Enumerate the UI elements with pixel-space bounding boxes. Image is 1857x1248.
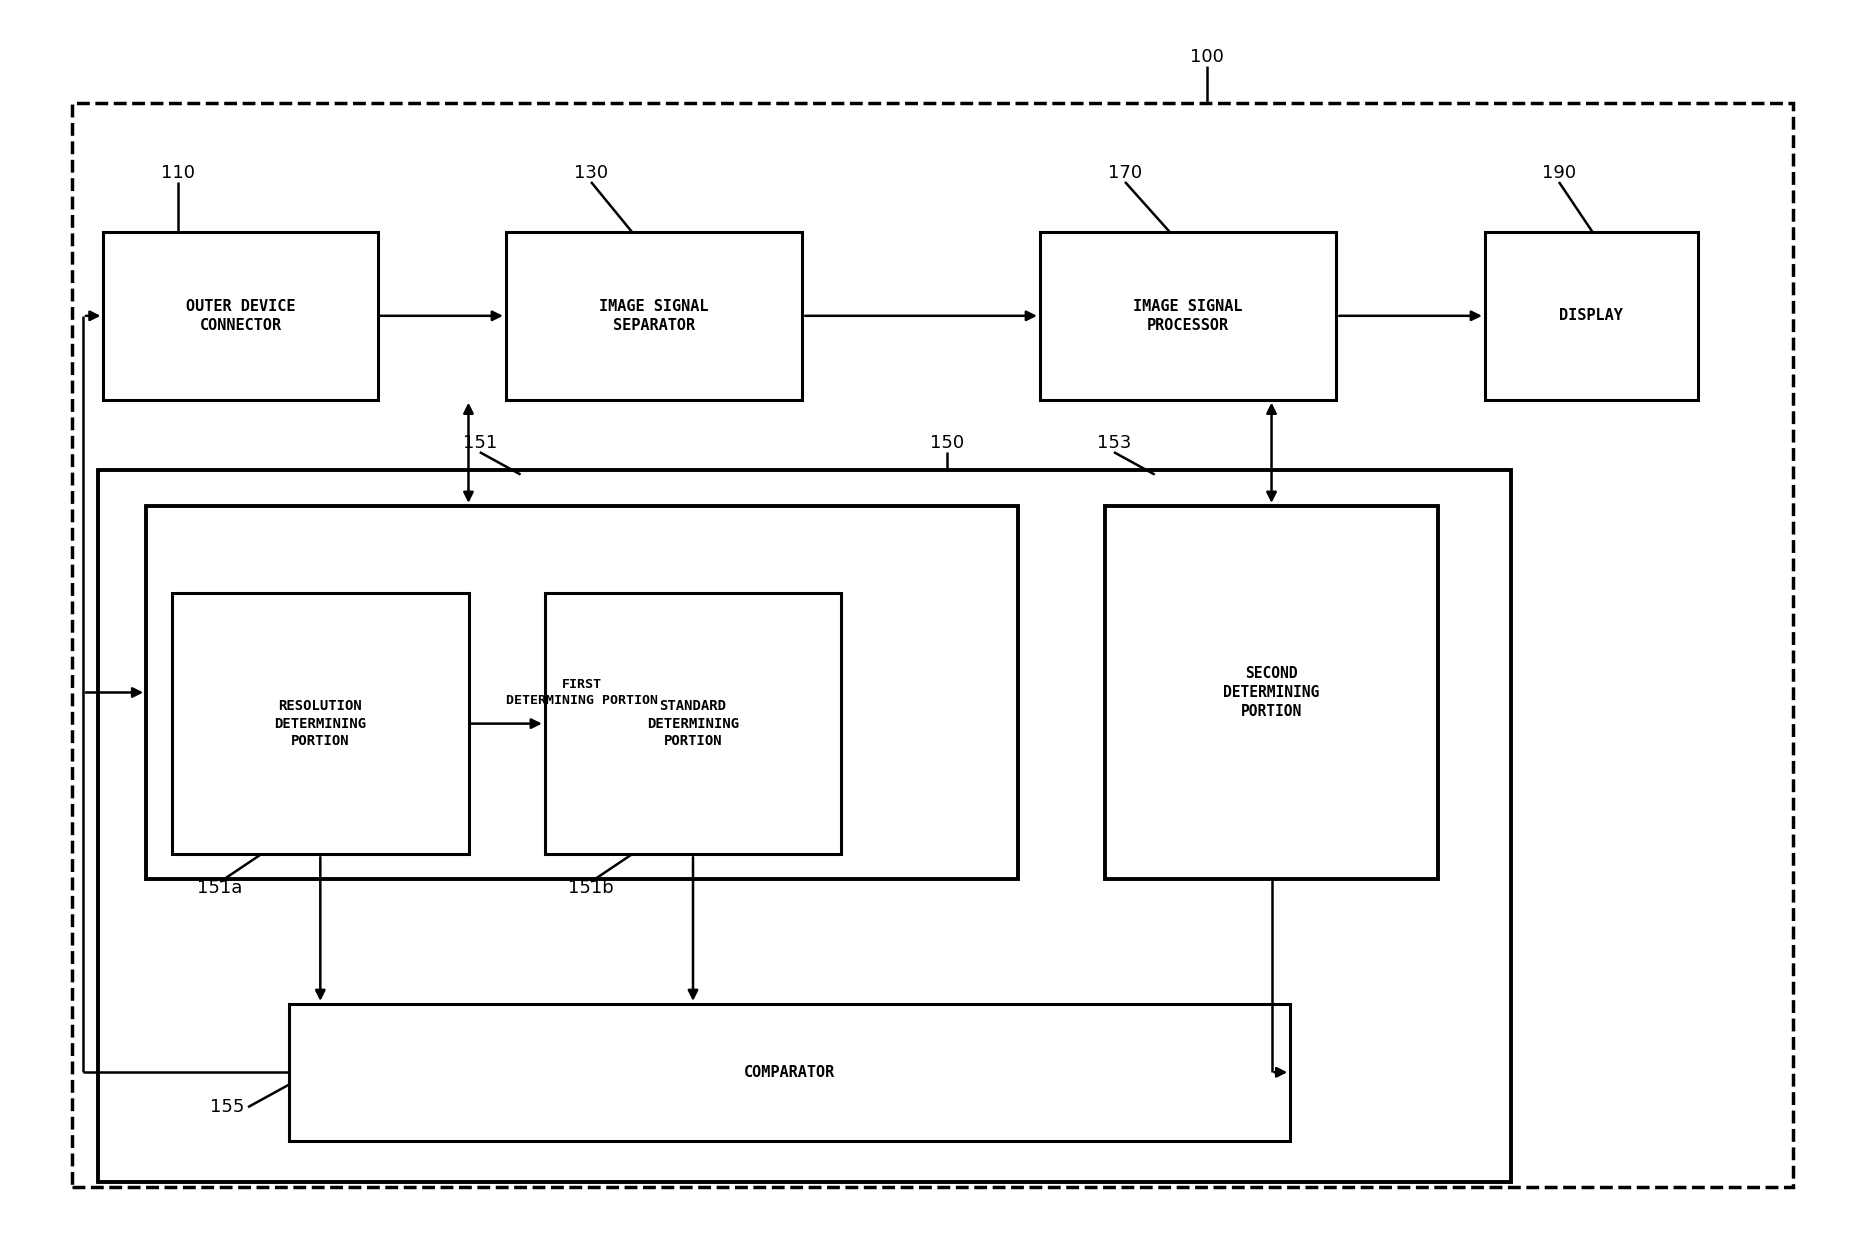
Bar — [1486, 232, 1697, 399]
Text: 155: 155 — [210, 1098, 245, 1116]
Text: IMAGE SIGNAL
PROCESSOR: IMAGE SIGNAL PROCESSOR — [1133, 298, 1242, 333]
Text: COMPARATOR: COMPARATOR — [745, 1065, 836, 1080]
Bar — [505, 232, 802, 399]
Bar — [147, 505, 1018, 880]
Bar — [1105, 505, 1439, 880]
Text: FIRST
DETERMINING PORTION: FIRST DETERMINING PORTION — [505, 678, 657, 708]
Text: 151a: 151a — [197, 879, 243, 897]
Bar — [104, 232, 377, 399]
Text: 153: 153 — [1097, 434, 1131, 453]
Text: SECOND
DETERMINING
PORTION: SECOND DETERMINING PORTION — [1224, 665, 1320, 719]
Text: OUTER DEVICE
CONNECTOR: OUTER DEVICE CONNECTOR — [186, 298, 295, 333]
Text: 170: 170 — [1109, 165, 1142, 182]
Bar — [290, 1003, 1291, 1141]
Bar — [1040, 232, 1337, 399]
Text: DISPLAY: DISPLAY — [1560, 308, 1623, 323]
Text: STANDARD
DETERMINING
PORTION: STANDARD DETERMINING PORTION — [646, 699, 739, 749]
Bar — [173, 593, 468, 855]
Text: 130: 130 — [574, 165, 607, 182]
Text: 150: 150 — [930, 434, 964, 453]
Text: 151b: 151b — [568, 879, 615, 897]
Text: 151: 151 — [462, 434, 498, 453]
Text: IMAGE SIGNAL
SEPARATOR: IMAGE SIGNAL SEPARATOR — [600, 298, 709, 333]
Bar — [98, 469, 1512, 1182]
Bar — [72, 104, 1792, 1187]
Text: 190: 190 — [1541, 165, 1577, 182]
Bar — [544, 593, 841, 855]
Text: 100: 100 — [1190, 49, 1224, 66]
Text: 110: 110 — [160, 165, 195, 182]
Text: RESOLUTION
DETERMINING
PORTION: RESOLUTION DETERMINING PORTION — [275, 699, 366, 749]
